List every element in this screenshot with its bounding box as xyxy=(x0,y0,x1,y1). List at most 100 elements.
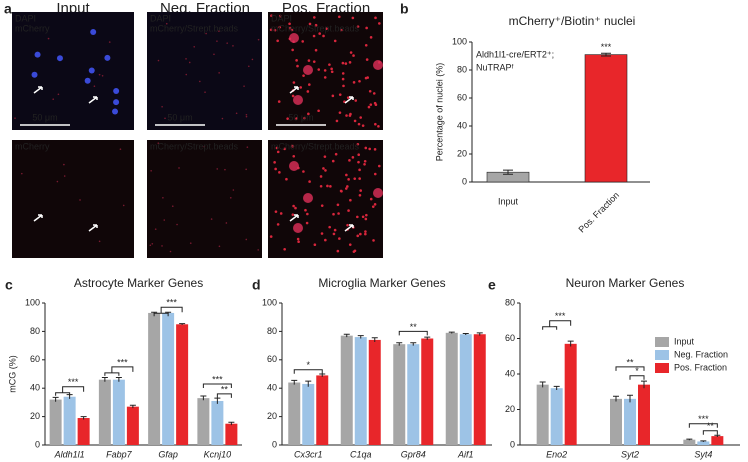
error-bar xyxy=(714,434,721,438)
x-tick-label: Cx3cr1 xyxy=(294,449,323,459)
signal-dot xyxy=(322,34,325,38)
signal-dot xyxy=(320,204,324,207)
signal-dot xyxy=(303,116,306,120)
nucleus xyxy=(90,29,97,36)
signal-dot xyxy=(341,72,345,75)
significance: * xyxy=(635,366,639,376)
signal-dot xyxy=(326,184,329,188)
signal-dot xyxy=(243,85,245,87)
signal-dot xyxy=(185,58,187,60)
bead-cluster xyxy=(293,223,303,233)
signal-dot xyxy=(150,170,152,172)
signal-dot xyxy=(274,167,277,171)
signal-dot xyxy=(359,116,362,119)
signal-dot xyxy=(341,77,345,81)
signal-dot xyxy=(349,112,352,116)
y-tick-label: 60 xyxy=(30,354,40,364)
signal-dot xyxy=(323,76,327,79)
signal-dot xyxy=(203,145,206,148)
signal-dot xyxy=(335,119,339,123)
signal-dot xyxy=(108,41,111,43)
signal-dot xyxy=(193,45,196,48)
signal-dot xyxy=(199,80,201,83)
chart-title: mCherry⁺/Biotin⁺ nuclei xyxy=(509,14,636,28)
y-tick-label: 60 xyxy=(267,354,277,364)
signal-dot xyxy=(348,61,352,64)
y-tick-label: 0 xyxy=(462,176,467,186)
bar xyxy=(77,418,90,445)
significance-bracket xyxy=(104,366,134,376)
error-bar xyxy=(228,421,235,426)
signal-dot xyxy=(346,223,349,227)
signal-dot xyxy=(273,28,277,32)
scale-bar-label: 50 μm xyxy=(32,112,57,122)
signal-dot xyxy=(377,125,380,128)
signal-dot xyxy=(349,51,353,54)
arrow xyxy=(344,224,354,232)
error-bar xyxy=(396,342,403,346)
y-tick-label: 20 xyxy=(30,411,40,421)
x-tick-label: Input xyxy=(498,196,519,206)
channel-label: mCherry/Strept.beads xyxy=(150,23,239,33)
bead-cluster xyxy=(303,65,313,75)
y-tick-label: 80 xyxy=(267,326,277,336)
signal-dot xyxy=(294,206,297,210)
significance-bracket xyxy=(55,386,85,396)
x-tick-label: Gpr84 xyxy=(401,449,426,459)
signal-dot xyxy=(338,111,342,114)
channel-label: DAPI xyxy=(15,13,36,23)
significance: *** xyxy=(555,311,566,321)
nucleus xyxy=(34,51,41,58)
nucleus xyxy=(113,88,120,95)
signal-dot xyxy=(273,161,276,164)
signal-dot xyxy=(357,160,360,164)
panel-letter: e xyxy=(488,277,496,293)
signal-dot xyxy=(269,28,273,32)
signal-dot xyxy=(218,30,220,32)
nucleus xyxy=(84,77,91,84)
bar xyxy=(126,406,139,445)
signal-dot xyxy=(308,83,311,86)
chart-title: Microglia Marker Genes xyxy=(318,276,445,290)
arrow xyxy=(344,96,354,104)
signal-dot xyxy=(101,74,104,77)
signal-dot xyxy=(188,61,191,64)
bar xyxy=(49,399,62,445)
chart-title: Astrocyte Marker Genes xyxy=(74,276,203,290)
signal-dot xyxy=(122,204,125,207)
bar xyxy=(638,384,650,445)
bar xyxy=(98,379,111,445)
signal-dot xyxy=(330,67,333,71)
signal-dot xyxy=(365,213,368,217)
signal-dot xyxy=(367,105,371,109)
bar xyxy=(610,398,622,445)
signal-dot xyxy=(356,142,360,146)
arrow xyxy=(289,214,299,222)
signal-dot xyxy=(176,223,178,226)
annotation: Aldh1l1-cre/ERT2⁺; xyxy=(476,49,554,59)
bead-cluster xyxy=(303,193,313,203)
signal-dot xyxy=(371,205,375,208)
signal-dot xyxy=(224,168,226,171)
bar xyxy=(112,379,125,445)
annotation: NuTRAPᶠ xyxy=(476,62,514,72)
signal-dot xyxy=(216,40,218,42)
signal-dot xyxy=(368,89,372,93)
signal-dot xyxy=(340,28,343,32)
y-tick-label: 60 xyxy=(457,92,467,102)
signal-dot xyxy=(332,212,335,216)
signal-dot xyxy=(257,249,260,251)
x-tick-label: Eno2 xyxy=(546,449,567,459)
signal-dot xyxy=(154,228,157,230)
signal-dot xyxy=(277,100,281,103)
y-axis-label: mCG (%) xyxy=(7,355,17,393)
bar xyxy=(393,344,406,445)
signal-dot xyxy=(346,96,350,99)
significance: *** xyxy=(601,42,612,52)
y-tick-label: 100 xyxy=(452,36,467,46)
signal-dot xyxy=(364,76,368,80)
legend-label: Neg. Fraction xyxy=(674,349,728,359)
signal-dot xyxy=(47,37,50,40)
signal-dot xyxy=(365,26,368,30)
